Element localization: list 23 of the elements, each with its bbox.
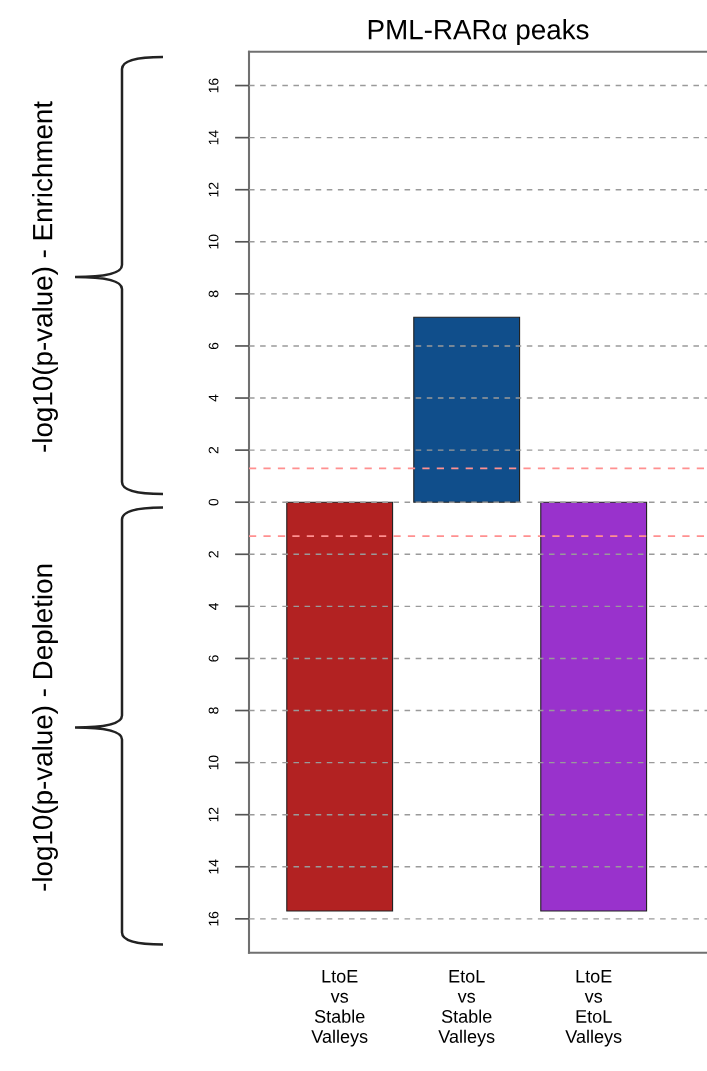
y-tick-label: 8 <box>208 707 219 714</box>
y-tick-label: 2 <box>208 551 219 558</box>
y-tick-label: 8 <box>208 290 219 298</box>
y-tick-label: 12 <box>208 807 219 822</box>
y-tick-label: 10 <box>208 234 219 249</box>
y-tick-label: 14 <box>208 130 219 145</box>
y-tick-label: 6 <box>208 342 219 350</box>
chart-title: PML-RARα peaks <box>368 19 589 45</box>
y-tick-label: 4 <box>208 602 219 610</box>
x-tick-label: EtoL vs Stable Valleys <box>438 970 495 1047</box>
y-tick-label: 16 <box>208 78 219 93</box>
text: -log10(p-value) - Enrichment <box>32 101 58 452</box>
y-tick-label: 0 <box>208 498 219 506</box>
y-tick-label: 12 <box>208 182 219 197</box>
x-tick-label: LtoE vs Stable Valleys <box>311 970 368 1047</box>
y-tick-label: 10 <box>208 755 219 770</box>
text: -log10(p-value) - Depletion <box>32 564 58 891</box>
y-tick-label: 16 <box>208 911 219 926</box>
y-tick-label: 6 <box>208 655 219 662</box>
x-tick-label: LtoE vs EtoL Valleys <box>565 970 622 1047</box>
y-tick-label: 14 <box>208 859 219 874</box>
y-tick-label: 2 <box>208 446 219 454</box>
y-tick-label: 4 <box>208 394 219 402</box>
